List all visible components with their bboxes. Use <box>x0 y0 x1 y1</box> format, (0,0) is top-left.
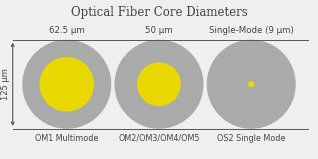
Text: 50 μm: 50 μm <box>145 26 173 35</box>
Text: OM2/OM3/OM4/OM5: OM2/OM3/OM4/OM5 <box>118 134 200 143</box>
Text: Optical Fiber Core Diameters: Optical Fiber Core Diameters <box>71 6 247 19</box>
Ellipse shape <box>137 62 181 106</box>
Text: Single-Mode (9 μm): Single-Mode (9 μm) <box>209 26 294 35</box>
Text: 125 μm: 125 μm <box>1 68 10 100</box>
Text: 62.5 μm: 62.5 μm <box>49 26 85 35</box>
Text: OM1 Multimode: OM1 Multimode <box>35 134 99 143</box>
Ellipse shape <box>207 40 296 129</box>
Ellipse shape <box>114 40 204 129</box>
Text: OS2 Single Mode: OS2 Single Mode <box>217 134 286 143</box>
Ellipse shape <box>22 40 111 129</box>
Ellipse shape <box>39 57 94 112</box>
Ellipse shape <box>248 81 254 87</box>
